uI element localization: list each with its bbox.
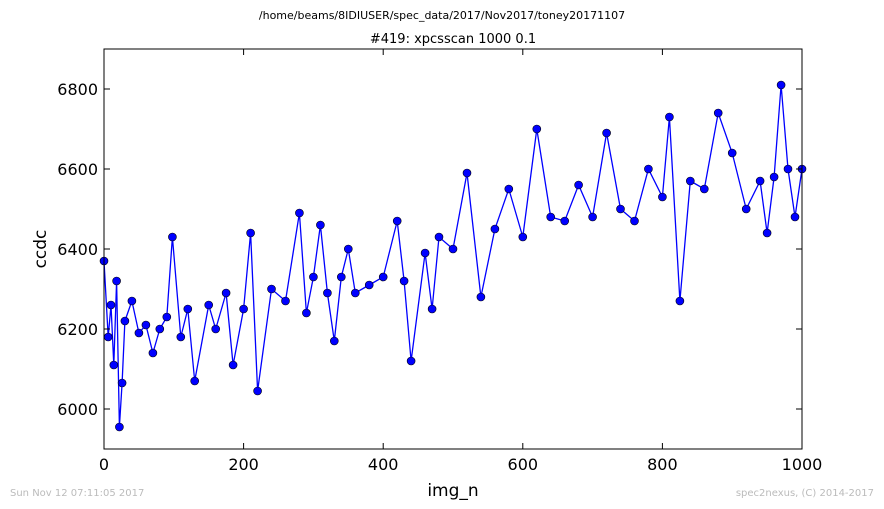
data-point xyxy=(434,232,444,242)
data-point xyxy=(378,272,388,282)
x-axis-label: img_n xyxy=(427,481,478,501)
data-point xyxy=(630,216,639,226)
data-point xyxy=(336,272,346,282)
data-point xyxy=(168,232,177,242)
data-point xyxy=(574,180,583,190)
axes: 0 200 400 600 800 1000 6000 6200 6400 6600 6800 xyxy=(57,48,823,474)
data-point xyxy=(120,316,130,326)
data-point xyxy=(309,272,318,282)
x-tick-label: 200 xyxy=(228,455,259,474)
data-point xyxy=(204,300,213,310)
data-point xyxy=(588,212,597,222)
data-point xyxy=(148,348,158,358)
copyright-footer: spec2nexus, (C) 2014-2017 xyxy=(735,488,874,499)
data-point xyxy=(364,280,374,290)
data-point xyxy=(343,244,353,254)
y-tick-label: 6200 xyxy=(57,320,98,339)
data-point xyxy=(406,356,416,366)
data-point xyxy=(685,176,695,186)
data-point xyxy=(699,184,709,194)
data-point xyxy=(658,192,667,202)
data-point xyxy=(727,148,737,158)
x-tick-label: 1000 xyxy=(782,455,823,474)
data-point xyxy=(106,300,116,310)
data-point xyxy=(141,320,151,330)
data-point xyxy=(281,296,290,306)
data-point xyxy=(713,108,723,118)
data-point xyxy=(228,360,238,370)
data-point xyxy=(295,208,304,218)
data-point xyxy=(109,360,119,370)
y-tick-label: 6800 xyxy=(57,80,98,99)
data-point xyxy=(162,312,172,322)
data-point xyxy=(253,386,262,396)
data-point xyxy=(532,124,542,134)
data-point xyxy=(776,80,786,90)
data-point xyxy=(350,288,360,298)
data-point xyxy=(329,336,339,346)
data-point xyxy=(665,112,674,122)
chart-title: #419: xpcsscan 1000 0.1 xyxy=(370,32,536,47)
data-point xyxy=(246,228,255,238)
data-point xyxy=(616,204,625,214)
data-point xyxy=(427,304,437,314)
data-point xyxy=(117,378,127,388)
data-point xyxy=(211,324,220,334)
data-point xyxy=(741,204,751,214)
data-point xyxy=(399,276,409,286)
data-point xyxy=(602,128,611,138)
data-point xyxy=(476,292,486,302)
data-point xyxy=(190,376,199,386)
data-point xyxy=(183,304,193,314)
data-point xyxy=(221,288,231,298)
timestamp-footer: Sun Nov 12 07:11:05 2017 xyxy=(10,488,145,499)
series-line xyxy=(103,84,803,428)
data-point xyxy=(490,224,500,234)
y-tick-label: 6000 xyxy=(57,400,98,419)
x-tick-label: 800 xyxy=(647,455,678,474)
data-point xyxy=(546,212,556,222)
data-point xyxy=(644,164,653,174)
y-tick-label: 6600 xyxy=(57,160,98,179)
data-point xyxy=(302,308,311,318)
data-point xyxy=(115,422,124,432)
data-point xyxy=(560,216,570,226)
data-point xyxy=(783,164,793,174)
x-tick-label: 0 xyxy=(99,455,109,474)
chart-suptitle: /home/beams/8IDIUSER/spec_data/2017/Nov2… xyxy=(259,9,625,22)
data-point xyxy=(675,296,685,306)
data-point xyxy=(762,228,772,238)
data-point xyxy=(239,304,248,314)
data-point xyxy=(755,176,765,186)
x-tick-label: 600 xyxy=(508,455,539,474)
x-tick-label: 400 xyxy=(368,455,399,474)
data-point xyxy=(420,248,430,258)
data-point xyxy=(127,296,137,306)
data-point xyxy=(112,276,121,286)
data-point xyxy=(155,324,165,334)
data-point xyxy=(176,332,186,342)
data-point xyxy=(323,288,332,298)
plot-area xyxy=(99,80,807,432)
data-point xyxy=(392,216,402,226)
y-axis-label: ccdc xyxy=(31,230,51,269)
data-point xyxy=(504,184,514,194)
data-point xyxy=(448,244,458,254)
data-point xyxy=(134,328,144,338)
data-point xyxy=(316,220,325,230)
data-point xyxy=(790,212,800,222)
data-point xyxy=(462,168,472,178)
data-point xyxy=(518,232,528,242)
y-tick-label: 6400 xyxy=(57,240,98,259)
data-point xyxy=(103,332,113,342)
data-point xyxy=(267,284,276,294)
data-point xyxy=(769,172,779,182)
